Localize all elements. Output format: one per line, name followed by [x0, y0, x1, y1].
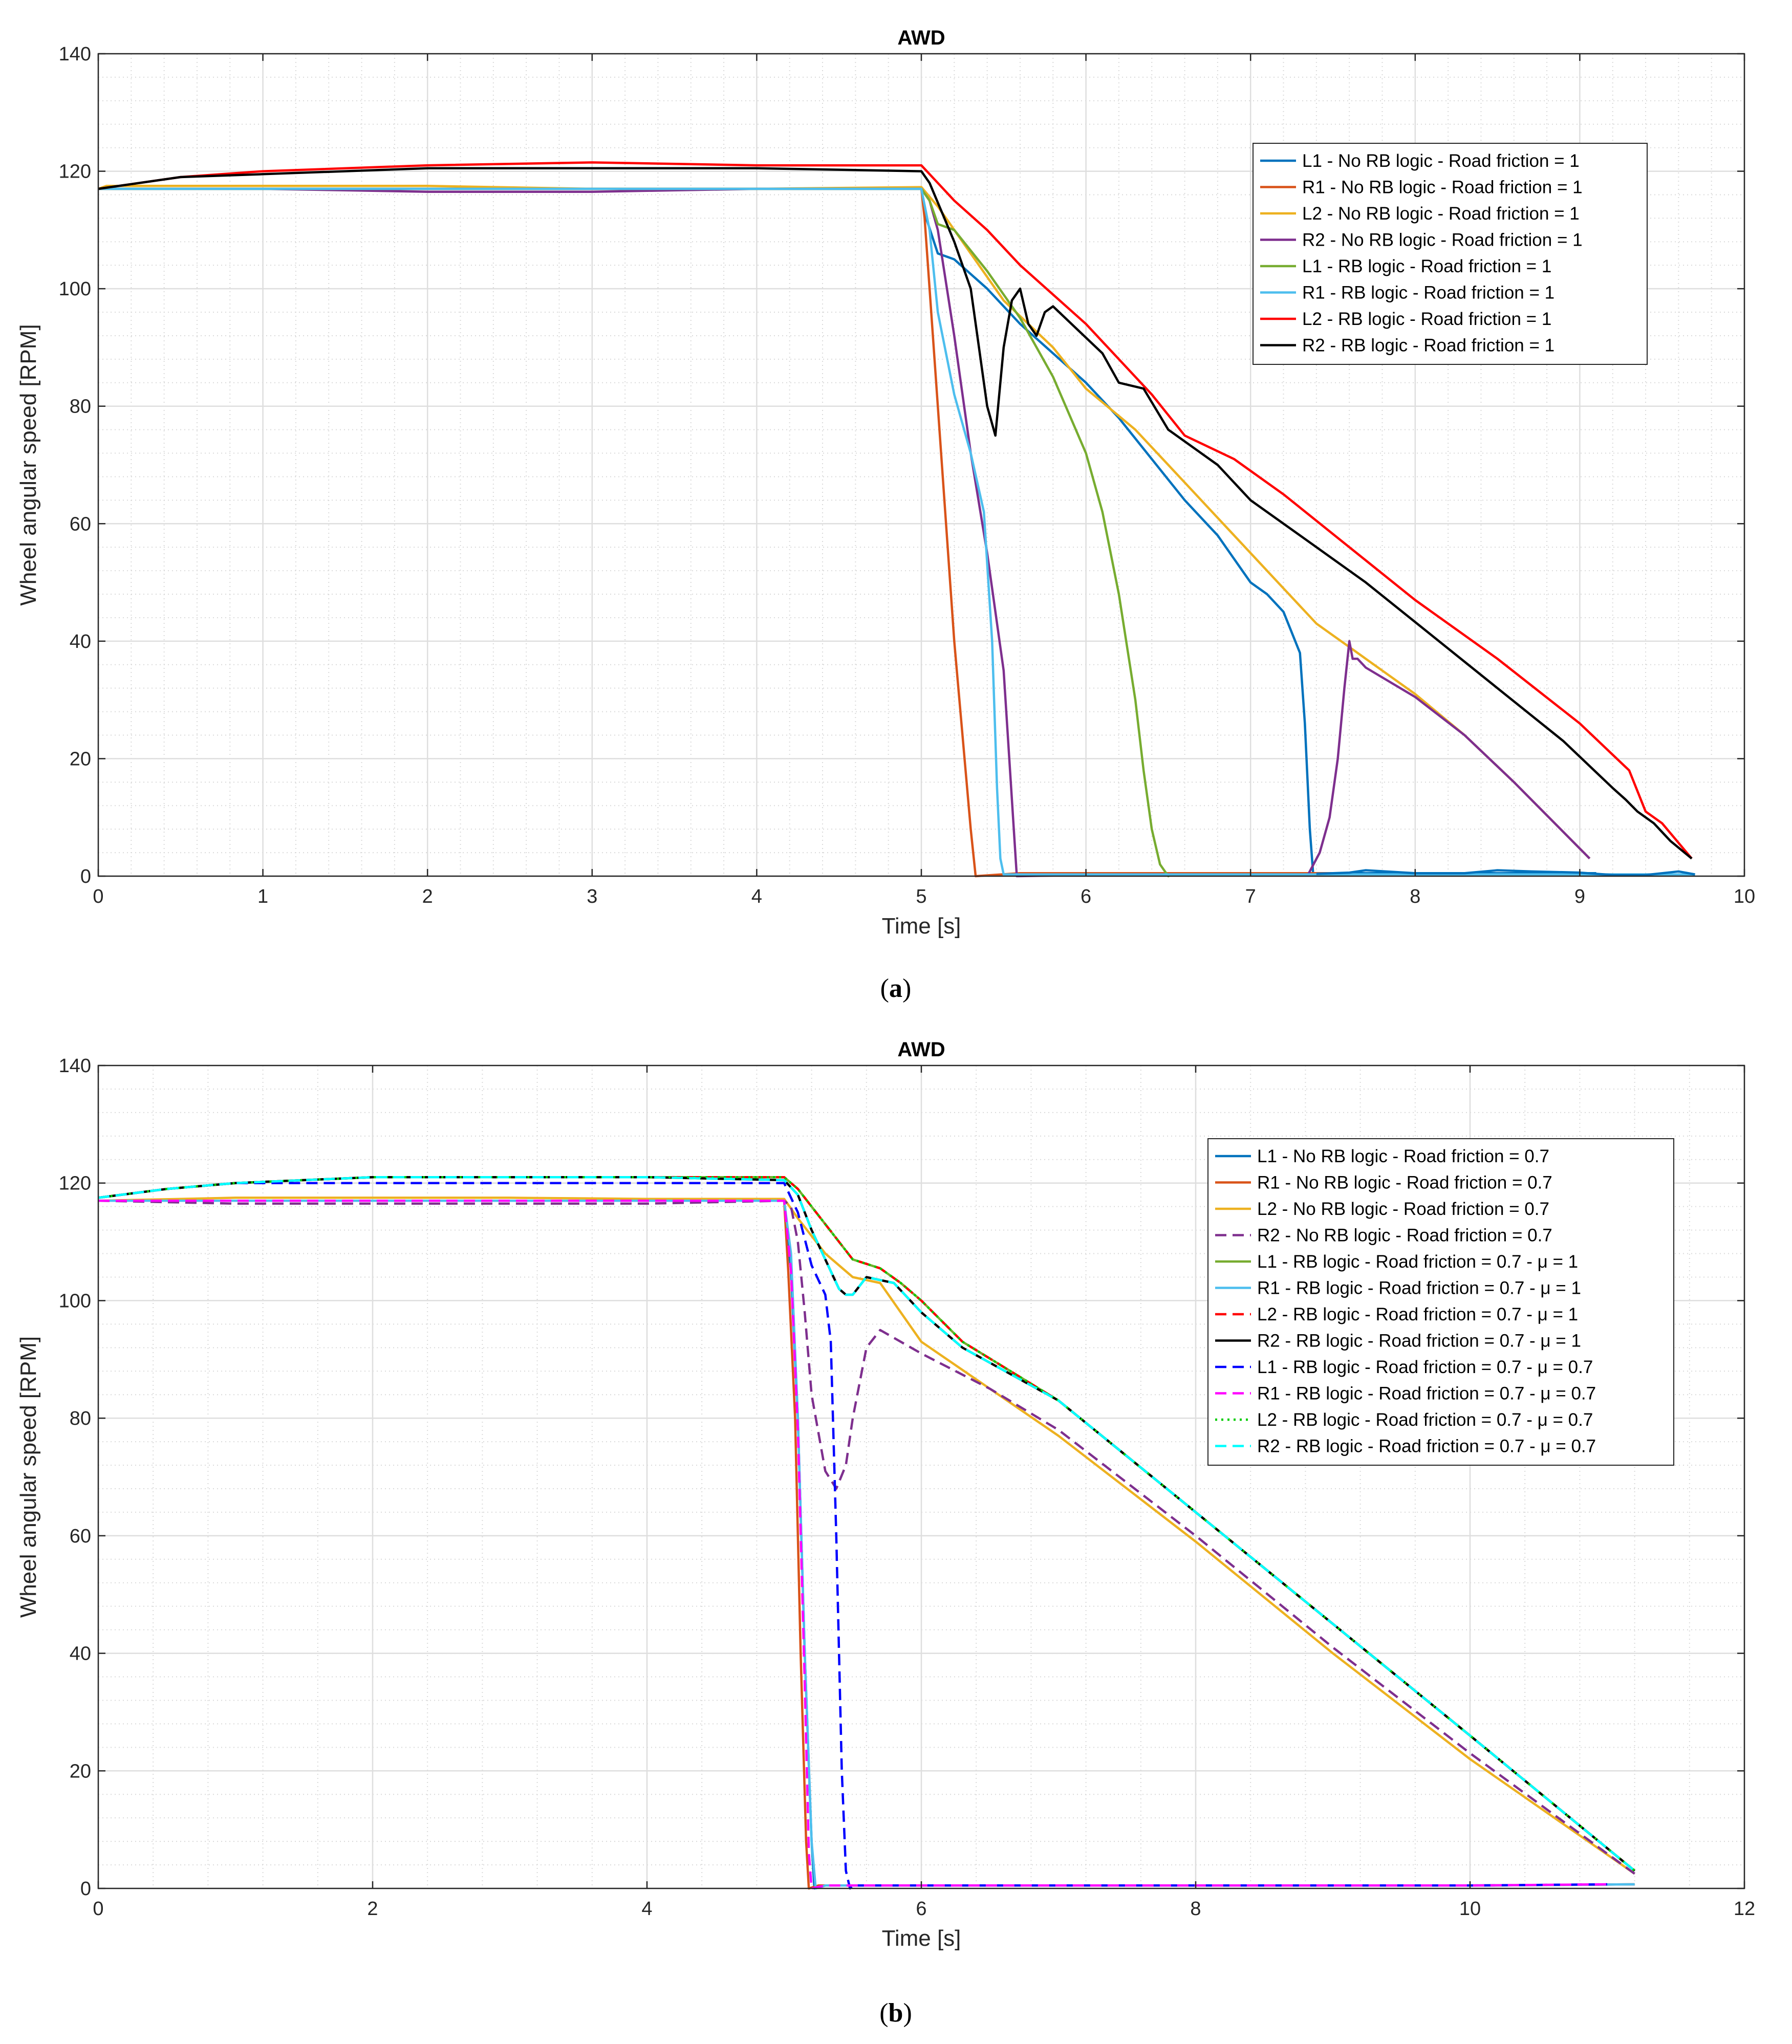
legend-label: L2 - No RB logic - Road friction = 0.7 — [1257, 1199, 1549, 1219]
x-tick-label: 2 — [422, 886, 433, 907]
series-line-5 — [98, 187, 1695, 876]
y-tick-label: 0 — [80, 1878, 91, 1900]
figure-caption: (a) — [880, 974, 912, 1003]
series-line-11 — [98, 1176, 1636, 1872]
x-tick-label: 9 — [1574, 886, 1585, 907]
y-tick-label: 60 — [70, 513, 91, 535]
legend-label: R1 - RB logic - Road friction = 0.7 - μ … — [1257, 1278, 1581, 1298]
legend-label: R1 - RB logic - Road friction = 1 — [1302, 283, 1554, 303]
legend-box — [1207, 1138, 1674, 1466]
series-line-7 — [98, 167, 1693, 860]
x-tick-label: 12 — [1734, 1898, 1755, 1920]
legend-label: L1 - RB logic - Road friction = 1 — [1302, 256, 1551, 276]
x-tick-label: 5 — [916, 886, 926, 907]
y-tick-label: 40 — [70, 631, 91, 653]
legend-label: R2 - RB logic - Road friction = 0.7 - μ … — [1257, 1331, 1581, 1351]
series-group — [98, 161, 1695, 878]
x-tick-label: 6 — [916, 1898, 926, 1920]
legend-label: L1 - No RB logic - Road friction = 1 — [1302, 151, 1580, 171]
x-tick-label: 10 — [1734, 886, 1755, 907]
y-tick-label: 60 — [70, 1526, 91, 1547]
legend-label: R2 - No RB logic - Road friction = 0.7 — [1257, 1226, 1552, 1246]
legend: L1 - No RB logic - Road friction = 0.7 R1… — [1207, 1138, 1674, 1466]
legend-label: R2 - RB logic - Road friction = 0.7 - μ … — [1257, 1437, 1596, 1456]
figure-caption: (b) — [879, 1998, 912, 2028]
legend-label: R2 - No RB logic - Road friction = 1 — [1302, 230, 1583, 250]
legend: L1 - No RB logic - Road friction = 1 R1 -… — [1253, 143, 1648, 365]
legend-label: L2 - RB logic - Road friction = 0.7 - μ … — [1257, 1304, 1578, 1324]
x-tick-label: 0 — [93, 1898, 103, 1920]
y-axis-label: Wheel angular speed [RPM] — [16, 324, 41, 605]
x-tick-label: 8 — [1190, 1898, 1201, 1920]
series-line-2 — [98, 1197, 1635, 1875]
y-tick-label: 120 — [59, 1173, 91, 1194]
y-tick-label: 20 — [70, 1760, 91, 1782]
x-tick-label: 6 — [1081, 886, 1091, 907]
x-tick-label: 10 — [1459, 1898, 1481, 1920]
y-tick-label: 140 — [59, 1055, 91, 1077]
x-tick-label: 3 — [587, 886, 597, 907]
y-tick-label: 80 — [70, 396, 91, 418]
chart-title: AWD — [897, 1038, 945, 1061]
y-tick-label: 120 — [59, 161, 91, 183]
legend-label: L1 - RB logic - Road friction = 0.7 - μ … — [1257, 1252, 1578, 1272]
series-line-8 — [1316, 869, 1695, 876]
x-axis-label: Time [s] — [882, 1926, 961, 1951]
x-tick-label: 0 — [93, 886, 103, 907]
x-tick-label: 7 — [1245, 886, 1256, 907]
legend-label: L1 - No RB logic - Road friction = 0.7 — [1257, 1146, 1549, 1166]
y-tick-label: 80 — [70, 1408, 91, 1429]
x-tick-label: 4 — [751, 886, 762, 907]
legend-label: R2 - RB logic - Road friction = 1 — [1302, 336, 1554, 356]
y-tick-label: 140 — [59, 44, 91, 65]
y-tick-label: 100 — [59, 1290, 91, 1312]
x-axis-label: Time [s] — [882, 914, 961, 939]
legend-label: R1 - No RB logic - Road friction = 0.7 — [1257, 1173, 1552, 1193]
x-tick-label: 1 — [257, 886, 268, 907]
chart-title: AWD — [897, 27, 945, 49]
y-tick-label: 40 — [70, 1643, 91, 1665]
y-tick-label: 100 — [59, 278, 91, 300]
legend-label: L2 - RB logic - Road friction = 1 — [1302, 309, 1551, 329]
series-line-3 — [98, 1199, 1635, 1875]
legend-label: R1 - RB logic - Road friction = 0.7 - μ … — [1257, 1384, 1596, 1404]
y-axis-label: Wheel angular speed [RPM] — [16, 1336, 41, 1618]
legend-label: L1 - RB logic - Road friction = 0.7 - μ … — [1257, 1357, 1593, 1377]
y-tick-label: 20 — [70, 748, 91, 770]
series-line-6 — [98, 161, 1693, 860]
legend-label: L2 - RB logic - Road friction = 0.7 - μ … — [1257, 1410, 1593, 1430]
y-tick-label: 0 — [80, 866, 91, 887]
x-tick-label: 4 — [641, 1898, 652, 1920]
legend-box — [1253, 143, 1648, 365]
legend-label: L2 - No RB logic - Road friction = 1 — [1302, 204, 1580, 224]
legend-label: R1 - No RB logic - Road friction = 1 — [1302, 178, 1583, 198]
series-group — [98, 1176, 1636, 1890]
series-line-9 — [98, 1199, 1608, 1890]
x-tick-label: 2 — [367, 1898, 378, 1920]
x-tick-label: 8 — [1410, 886, 1420, 907]
